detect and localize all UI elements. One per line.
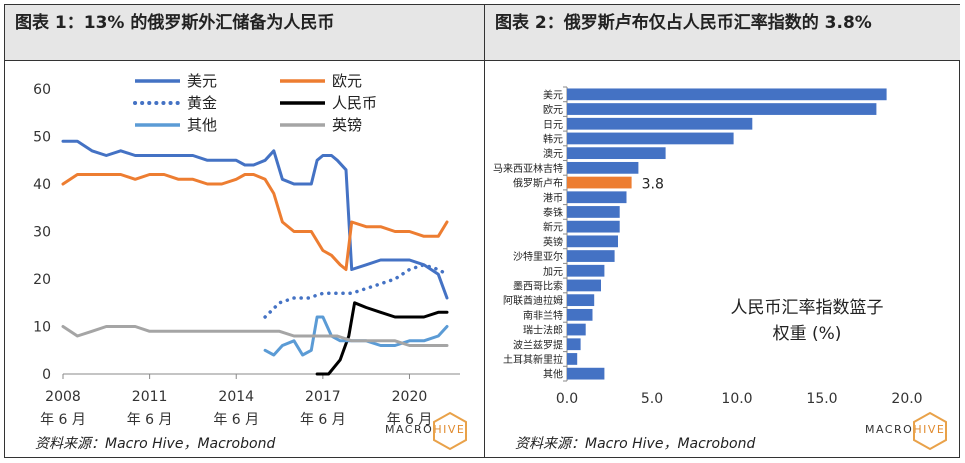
bar-1 — [567, 103, 877, 115]
highlight-data-label: 3.8 — [642, 177, 664, 193]
left-logo-hexagon-icon — [433, 411, 467, 451]
left-title-bar: 图表 1：13% 的俄罗斯外汇储备为人民币 — [5, 5, 484, 61]
x-tick-label: 15.0 — [806, 391, 837, 407]
category-label: 俄罗斯卢布 — [513, 177, 563, 190]
legend-label-usd: 美元 — [187, 72, 217, 90]
category-label: 土耳其新里拉 — [503, 353, 563, 366]
x-tick-label: 20.0 — [891, 391, 922, 407]
left-chart-title: 图表 1：13% 的俄罗斯外汇储备为人民币 — [15, 13, 335, 33]
right-source-note: 资料来源：Macro Hive，Macrobond — [515, 436, 756, 452]
y-tick-label: 0 — [42, 367, 51, 383]
bar-10 — [567, 235, 618, 248]
bar-15 — [567, 308, 593, 321]
figure-frame: 图表 1：13% 的俄罗斯外汇储备为人民币 0 10 20 30 40 50 60 2008 年… — [4, 4, 960, 458]
annotation-line-1: 人民币汇率指数篮子 — [731, 298, 884, 318]
x-tick-label-year: 2014 — [218, 389, 254, 405]
left-source-note: 资料来源：Macro Hive，Macrobond — [35, 436, 276, 452]
series-line-eur — [61, 173, 449, 271]
category-label: 英镑 — [543, 235, 563, 248]
category-label: 泰铢 — [543, 206, 563, 219]
right-logo: MACRO HIVE — [865, 423, 945, 436]
x-tick-label-year: 2020 — [392, 389, 428, 405]
x-tick-label-year: 2011 — [132, 389, 168, 405]
series-line-gold — [263, 263, 449, 319]
bar-4 — [567, 147, 666, 160]
bar-8 — [567, 206, 620, 218]
bar-2 — [567, 117, 753, 130]
y-tick-label: 30 — [33, 225, 51, 241]
category-label: 韩元 — [543, 132, 563, 145]
right-logo-hexagon-icon — [913, 411, 947, 451]
category-label: 欧元 — [543, 104, 563, 116]
series-line-usd — [61, 139, 449, 300]
legend-label-gbp: 英镑 — [332, 116, 362, 134]
category-label: 澳元 — [543, 147, 563, 160]
y-tick-label: 10 — [33, 320, 51, 336]
x-tick-label-year: 2017 — [305, 389, 341, 405]
x-tick-label: 0.0 — [556, 391, 578, 407]
line-chart: 0 10 20 30 40 50 60 2008 年 6 月 2011 年 6 月 2014 年 6 月… — [33, 72, 460, 428]
logo-text-macro: MACRO — [865, 423, 914, 436]
category-label: 南非兰特 — [523, 309, 563, 322]
x-tick-label-month: 年 6 月 — [127, 412, 173, 428]
bar-19 — [567, 367, 605, 380]
right-title-bar: 图表 2：俄罗斯卢布仅占人民币汇率指数的 3.8% — [485, 5, 960, 61]
bar-13 — [567, 279, 601, 292]
x-tick-label-month: 年 6 月 — [213, 412, 259, 428]
x-tick-label-year: 2008 — [45, 389, 81, 405]
category-label: 波兰兹罗提 — [513, 338, 563, 351]
bar-11 — [567, 250, 615, 262]
category-label: 墨西哥比索 — [513, 279, 563, 292]
y-tick-label: 60 — [33, 82, 51, 98]
bar-18 — [567, 353, 578, 365]
bar-0 — [567, 88, 887, 101]
x-tick-label-month: 年 6 月 — [40, 412, 86, 428]
left-logo: MACRO HIVE — [385, 423, 465, 436]
category-label: 加元 — [543, 266, 563, 278]
y-tick-label: 20 — [33, 272, 51, 288]
x-tick-label: 10.0 — [721, 391, 752, 407]
right-panel: 图表 2：俄罗斯卢布仅占人民币汇率指数的 3.8% 美元欧元日元 韩元澳元马来西亚… — [485, 5, 960, 457]
logo-text-hive: HIVE — [433, 423, 466, 436]
x-tick-label: 5.0 — [641, 391, 663, 407]
bar-7 — [567, 191, 627, 204]
bar-3 — [567, 132, 734, 145]
annotation-line-2: 权重 (%) — [773, 324, 842, 344]
bar-14 — [567, 294, 595, 307]
y-tick-label: 50 — [33, 130, 51, 146]
logo-text-hive: HIVE — [913, 423, 946, 436]
x-tick-label-month: 年 6 月 — [387, 412, 433, 428]
y-tick-label: 40 — [33, 177, 51, 193]
legend-label-other: 其他 — [187, 116, 217, 134]
category-label: 瑞士法郎 — [523, 324, 563, 337]
bar-16 — [567, 323, 586, 336]
bar-6 — [567, 176, 632, 189]
category-label: 港币 — [543, 192, 563, 204]
x-tick-label-month: 年 6 月 — [300, 412, 346, 428]
bar-5 — [567, 161, 639, 174]
bar-9 — [567, 220, 620, 233]
bar-17 — [567, 338, 581, 351]
category-label: 沙特里亚尔 — [513, 250, 563, 263]
series-line-cny — [315, 301, 449, 376]
series-line-other — [263, 315, 449, 357]
legend-label-eur: 欧元 — [332, 72, 362, 90]
legend-label-cny: 人民币 — [332, 94, 377, 112]
category-label: 马来西亚林吉特 — [493, 162, 563, 175]
category-label: 日元 — [543, 120, 563, 131]
right-chart-title: 图表 2：俄罗斯卢布仅占人民币汇率指数的 3.8% — [495, 13, 872, 33]
category-label: 美元 — [543, 88, 563, 101]
category-label: 阿联酋迪拉姆 — [503, 294, 563, 307]
bar-12 — [567, 264, 605, 277]
series-line-gbp — [61, 325, 449, 347]
category-label: 其他 — [543, 368, 563, 381]
legend-label-gold: 黄金 — [187, 94, 217, 112]
category-label: 新元 — [543, 221, 563, 234]
left-panel: 图表 1：13% 的俄罗斯外汇储备为人民币 0 10 20 30 40 50 60 2008 年… — [5, 5, 485, 457]
logo-text-macro: MACRO — [385, 423, 434, 436]
